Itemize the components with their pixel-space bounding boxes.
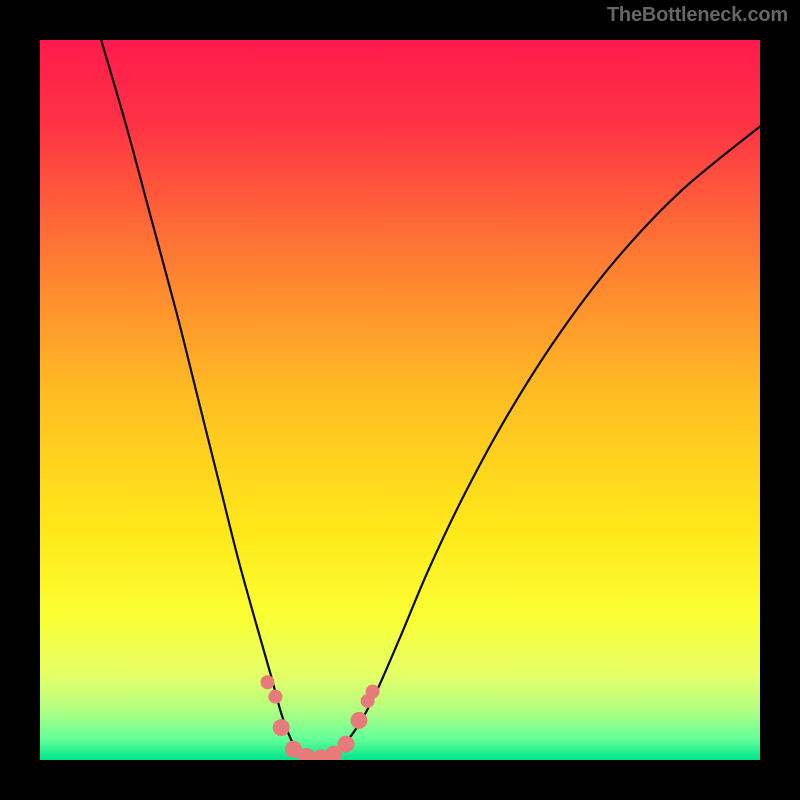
watermark-text: TheBottleneck.com — [607, 4, 788, 27]
curve-marker — [261, 675, 275, 689]
curve-marker — [366, 685, 380, 699]
curve-marker — [350, 712, 367, 729]
curve-marker — [338, 736, 355, 753]
bottleneck-curve-chart — [0, 0, 800, 800]
chart-frame: TheBottleneck.com — [0, 0, 800, 800]
curve-marker — [273, 719, 290, 736]
gradient-background — [40, 40, 760, 760]
curve-marker — [268, 690, 282, 704]
